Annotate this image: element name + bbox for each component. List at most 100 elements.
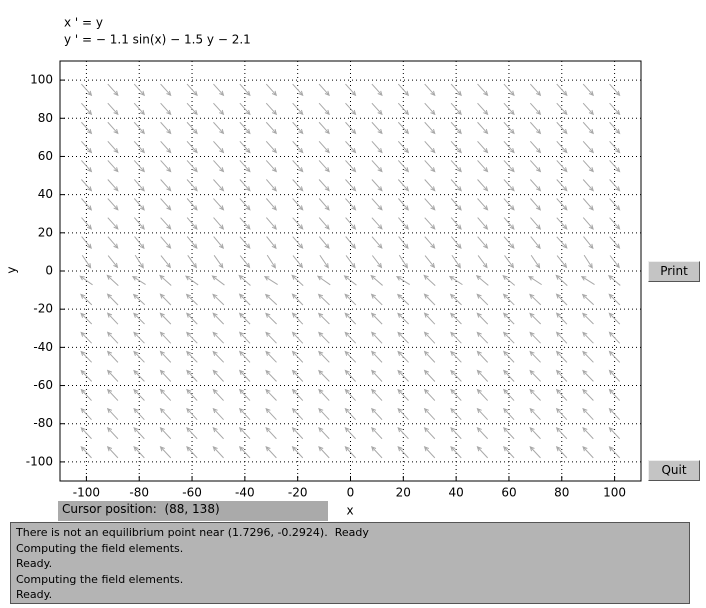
field-arrow — [159, 331, 172, 344]
field-arrow — [292, 255, 304, 269]
field-arrow — [502, 331, 515, 344]
field-arrow — [239, 121, 251, 135]
field-arrow — [106, 388, 119, 401]
field-arrow — [423, 446, 436, 459]
field-arrow — [265, 388, 277, 401]
field-arrow — [318, 331, 330, 344]
field-arrow — [450, 388, 462, 401]
field-arrow — [80, 293, 93, 306]
field-arrow — [318, 121, 330, 135]
field-arrow — [397, 426, 409, 440]
field-arrow — [238, 274, 251, 286]
field-arrow — [265, 83, 278, 97]
field-arrow — [555, 426, 568, 440]
field-arrow — [212, 331, 225, 344]
plot-frame — [59, 60, 642, 482]
field-arrow — [213, 198, 225, 211]
field-arrow — [582, 312, 594, 325]
field-arrow — [556, 102, 568, 116]
field-arrow — [503, 160, 515, 173]
field-arrow — [80, 407, 92, 421]
field-arrow — [397, 446, 409, 459]
field-arrow — [81, 140, 93, 154]
field-arrow — [318, 369, 330, 382]
field-arrow — [343, 275, 357, 286]
field-arrow — [81, 160, 93, 173]
field-arrow — [133, 102, 146, 116]
field-arrow — [345, 160, 357, 173]
field-arrow — [265, 426, 277, 440]
field-arrow — [555, 350, 568, 363]
field-arrow — [186, 350, 198, 363]
field-arrow — [317, 293, 330, 306]
field-arrow — [424, 255, 436, 269]
field-arrow — [477, 102, 489, 116]
field-arrow — [398, 254, 409, 269]
field-arrow — [81, 179, 93, 192]
field-arrow — [477, 160, 489, 173]
field-arrow — [503, 426, 515, 440]
field-arrow — [503, 350, 515, 363]
field-arrow — [371, 369, 383, 382]
field-arrow — [450, 350, 462, 363]
field-arrow — [81, 236, 92, 250]
field-arrow — [450, 160, 462, 173]
field-arrow — [79, 275, 93, 286]
field-arrow — [582, 331, 594, 344]
field-arrow — [371, 198, 383, 211]
field-arrow — [133, 369, 145, 382]
field-arrow — [477, 121, 489, 135]
field-arrow — [160, 102, 172, 116]
field-arrow — [107, 121, 119, 135]
field-arrow — [186, 388, 198, 401]
field-arrow — [397, 369, 409, 382]
field-arrow — [371, 179, 383, 192]
field-arrow — [450, 121, 462, 135]
print-button[interactable]: Print — [648, 261, 700, 282]
field-arrow — [344, 369, 356, 382]
field-arrow — [476, 350, 489, 363]
field-arrow — [159, 446, 172, 459]
field-arrow — [292, 217, 304, 230]
field-arrow — [133, 446, 145, 459]
field-arrow — [345, 217, 357, 230]
y-tick-label: -60 — [33, 378, 53, 392]
field-arrow — [345, 140, 357, 154]
field-arrow — [450, 179, 462, 192]
field-arrow — [80, 350, 92, 363]
field-arrow — [345, 102, 357, 116]
field-arrow — [609, 102, 621, 116]
field-arrow — [475, 275, 489, 286]
field-arrow — [292, 160, 304, 173]
field-arrow — [450, 198, 462, 211]
field-arrow — [80, 446, 92, 459]
message: Ready. — [16, 557, 53, 570]
field-arrow — [213, 179, 225, 192]
field-arrow — [371, 446, 383, 459]
field-arrow — [370, 293, 383, 306]
field-arrow — [345, 121, 357, 135]
field-arrow — [159, 350, 172, 363]
field-arrow — [266, 236, 277, 250]
field-arrow — [477, 217, 489, 230]
field-arrow — [318, 179, 330, 192]
field-arrow — [160, 255, 172, 269]
field-arrow — [107, 236, 119, 249]
field-arrow — [344, 350, 357, 363]
field-arrow — [580, 275, 595, 285]
field-arrow — [397, 121, 410, 135]
field-arrow — [450, 217, 462, 230]
field-arrow — [159, 312, 172, 325]
field-arrow — [529, 369, 541, 382]
field-arrow — [556, 198, 568, 211]
quit-button[interactable]: Quit — [648, 460, 700, 481]
field-arrow — [609, 140, 621, 154]
field-arrow — [555, 369, 568, 382]
field-arrow — [371, 236, 383, 249]
field-arrow — [185, 275, 199, 286]
field-arrow — [265, 350, 277, 363]
field-arrow — [80, 312, 93, 325]
x-tick-label: -20 — [288, 486, 308, 500]
field-arrow — [451, 254, 461, 269]
field-arrow — [266, 254, 276, 269]
